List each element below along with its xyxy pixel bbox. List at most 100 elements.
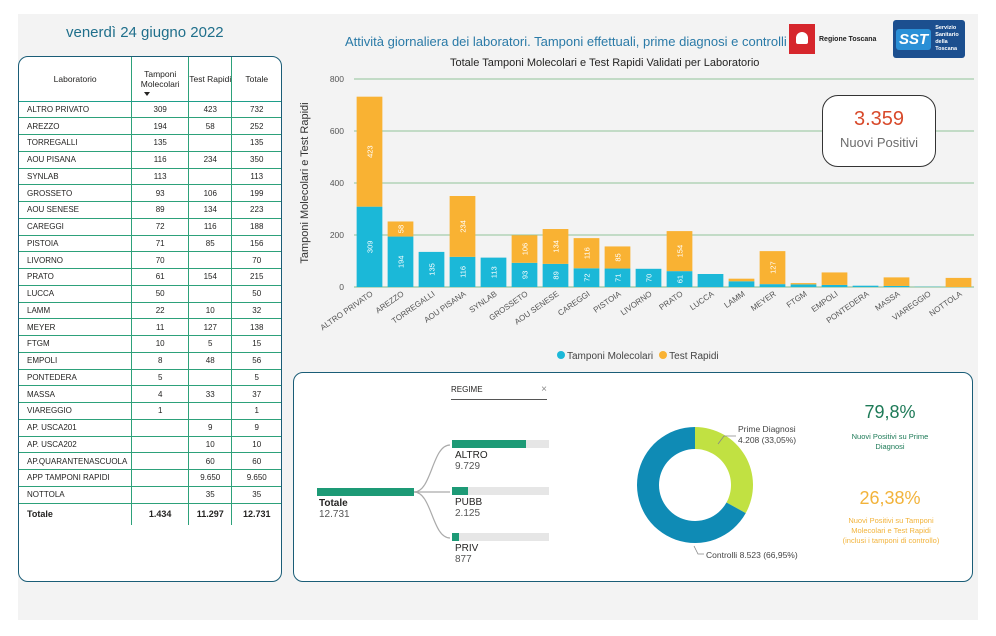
bar-segment[interactable] [356, 206, 383, 287]
table-row[interactable]: PRATO 61 154 215 [19, 268, 281, 286]
tree-node-track[interactable] [452, 533, 549, 541]
table-row[interactable]: AP. USCA201 9 9 [19, 419, 281, 437]
bar-segment[interactable] [759, 251, 786, 285]
bar-segment[interactable] [821, 272, 848, 285]
table-row[interactable]: AP.QUARANTENASCUOLA 60 60 [19, 452, 281, 470]
cell-tamponi-molecolari: 72 [131, 218, 189, 236]
table-row[interactable]: CAREGGI 72 116 188 [19, 218, 281, 236]
legend-item-tamponi-molecolari[interactable]: Tamponi Molecolari [557, 351, 653, 362]
bar-segment[interactable] [542, 263, 569, 287]
bar-segment[interactable] [883, 277, 910, 286]
bar-segment[interactable] [728, 281, 755, 287]
table-header-row: Laboratorio Tamponi Molecolari Test Rapi… [19, 57, 281, 102]
bar-data-label: 127 [769, 261, 778, 274]
bar-segment[interactable] [511, 235, 538, 263]
table-row[interactable]: EMPOLI 8 48 56 [19, 352, 281, 370]
bar-segment[interactable] [945, 277, 972, 287]
bar-segment[interactable] [728, 278, 755, 282]
cell-laboratorio: ALTRO PRIVATO [19, 101, 132, 119]
cell-test-rapidi: 116 [188, 218, 232, 236]
cell-test-rapidi: 234 [188, 151, 232, 169]
bar-segment[interactable] [387, 236, 414, 287]
bar-segment[interactable] [387, 221, 414, 237]
bar-segment[interactable] [790, 283, 817, 285]
close-icon[interactable]: × [541, 384, 547, 395]
bar-segment[interactable] [542, 229, 569, 264]
bar-segment[interactable] [852, 285, 879, 287]
table-row[interactable]: LAMM 22 10 32 [19, 302, 281, 320]
donut-leader-lines [693, 435, 736, 555]
bar-segment[interactable] [604, 246, 631, 269]
table-row[interactable]: VIAREGGIO 1 1 [19, 402, 281, 420]
tree-node-track[interactable] [452, 487, 549, 495]
bar-data-label: 135 [428, 263, 437, 276]
cell-laboratorio: PISTOIA [19, 235, 132, 253]
bar-segment[interactable] [573, 238, 600, 269]
cell-laboratorio: TORREGALLI [19, 134, 132, 152]
table-row[interactable]: GROSSETO 93 106 199 [19, 184, 281, 202]
bar-segment[interactable] [697, 274, 724, 287]
table-row[interactable]: AOU PISANA 116 234 350 [19, 151, 281, 169]
bar-segment[interactable] [480, 257, 507, 287]
bar-segment[interactable] [666, 231, 693, 272]
table-row[interactable]: AREZZO 194 58 252 [19, 117, 281, 135]
cell-laboratorio: AREZZO [19, 117, 132, 135]
donut-segment[interactable] [637, 427, 746, 543]
cell-totale: 199 [231, 184, 281, 202]
table-row[interactable]: PISTOIA 71 85 156 [19, 235, 281, 253]
column-header-tamponi-molecolari[interactable]: Tamponi Molecolari [131, 57, 189, 102]
cell-totale: 350 [231, 151, 281, 169]
bar-segment[interactable] [449, 256, 476, 287]
table-row[interactable]: NOTTOLA 35 35 [19, 486, 281, 504]
table-row[interactable]: LUCCA 50 50 [19, 285, 281, 303]
cell-tamponi-molecolari: 11 [131, 318, 189, 336]
cell-laboratorio: PRATO [19, 268, 132, 286]
bar-segment[interactable] [573, 268, 600, 287]
bar-data-label: 309 [366, 241, 375, 254]
sort-descending-icon [144, 91, 151, 96]
cell-totale: 252 [231, 117, 281, 135]
bar-segment[interactable] [666, 271, 693, 287]
table-row[interactable]: AP. USCA202 10 10 [19, 436, 281, 454]
tree-node-track[interactable] [452, 440, 549, 448]
table-row[interactable]: ALTRO PRIVATO 309 423 732 [19, 101, 281, 119]
cell-totale: 32 [231, 302, 281, 320]
x-tick-label: MEYER [749, 289, 778, 313]
pegasus-icon [789, 24, 815, 54]
bar-segment[interactable] [759, 284, 786, 287]
table-row[interactable]: MASSA 4 33 37 [19, 385, 281, 403]
cell-test-rapidi: 35 [188, 486, 232, 504]
total-label: Totale [27, 509, 53, 520]
cell-tamponi-molecolari: 61 [131, 268, 189, 286]
column-header-laboratorio[interactable]: Laboratorio [19, 57, 132, 102]
tree-node-value: 877 [455, 554, 472, 565]
table-row[interactable]: APP TAMPONI RAPIDI 9.650 9.650 [19, 469, 281, 487]
bar-segment[interactable] [418, 251, 445, 287]
bar-segment[interactable] [604, 268, 631, 287]
bar-segment[interactable] [356, 96, 383, 207]
column-header-totale[interactable]: Totale [231, 57, 281, 102]
bar-segment[interactable] [635, 268, 662, 287]
tree-root-label: Totale [319, 498, 348, 509]
donut-label-prime-diagnosi: Prime Diagnosi 4.208 (33,05%) [738, 424, 797, 445]
table-row[interactable]: PONTEDERA 5 5 [19, 369, 281, 387]
bar-segment[interactable] [790, 284, 817, 287]
tree-root-bar[interactable] [317, 488, 414, 496]
legend-item-test-rapidi[interactable]: Test Rapidi [659, 351, 719, 362]
bar-segment[interactable] [821, 284, 848, 287]
cell-tamponi-molecolari: 1 [131, 402, 189, 420]
table-row[interactable]: SYNLAB 113 113 [19, 168, 281, 186]
table-row[interactable]: MEYER 11 127 138 [19, 318, 281, 336]
cell-laboratorio: AOU SENESE [19, 201, 132, 219]
bar-data-label: 106 [521, 243, 530, 256]
bar-segment[interactable] [883, 285, 910, 287]
table-row[interactable]: AOU SENESE 89 134 223 [19, 201, 281, 219]
cell-test-rapidi: 9 [188, 419, 232, 437]
bar-segment[interactable] [449, 196, 476, 257]
table-row[interactable]: LIVORNO 70 70 [19, 251, 281, 269]
table-row[interactable]: TORREGALLI 135 135 [19, 134, 281, 152]
bar-segment[interactable] [511, 262, 538, 287]
table-row[interactable]: FTGM 10 5 15 [19, 335, 281, 353]
donut-segment[interactable] [695, 427, 753, 514]
column-header-test-rapidi[interactable]: Test Rapidi [188, 57, 232, 102]
